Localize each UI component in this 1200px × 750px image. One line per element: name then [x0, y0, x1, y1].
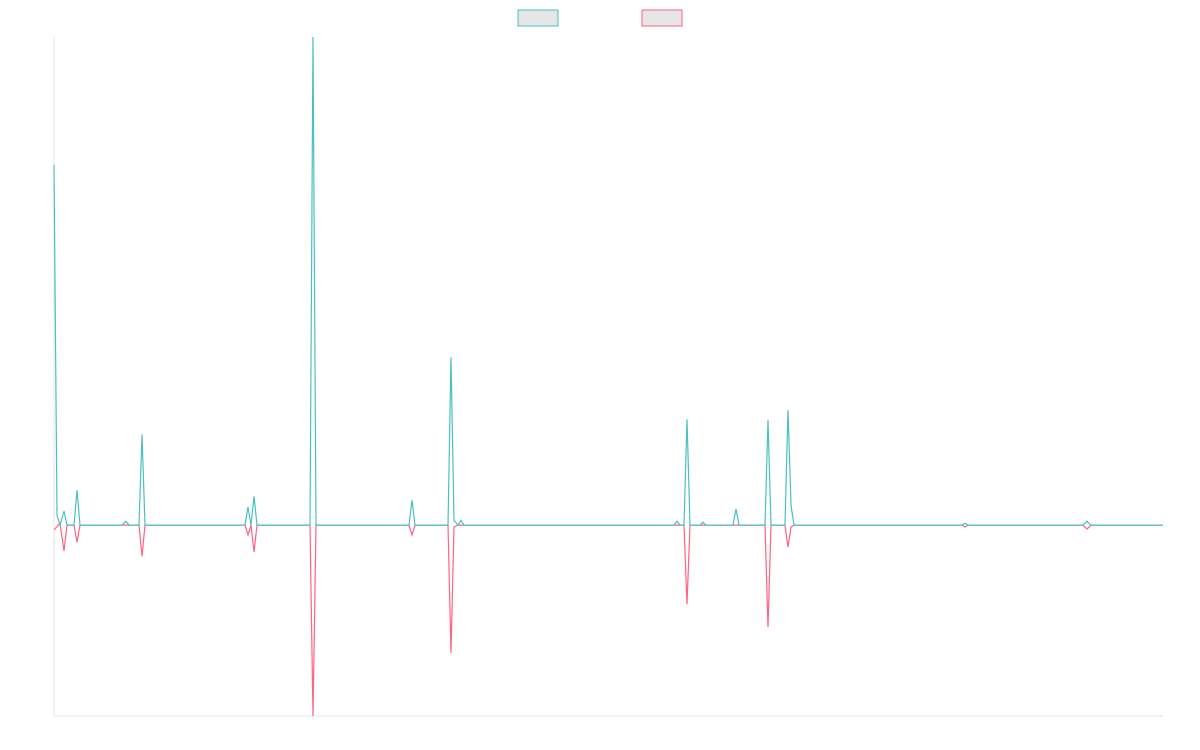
series-line [53, 36, 1163, 528]
legend-swatch [517, 9, 559, 27]
series-line [53, 521, 1163, 717]
legend-swatch [641, 9, 683, 27]
